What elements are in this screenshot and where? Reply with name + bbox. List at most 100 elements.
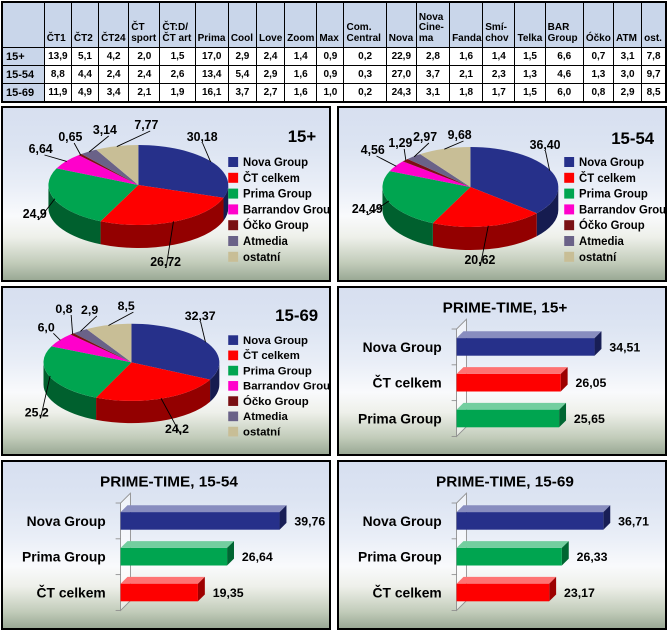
panel-bar-primetime-15-69: PRIME-TIME, 15-69 36,71 Nova Group 26,33 Pri… <box>337 460 667 630</box>
value-cell: 8,8 <box>43 65 72 84</box>
value-cell: 3,1 <box>415 83 451 103</box>
pie-slice-wall <box>382 187 433 247</box>
legend-swatch <box>228 236 239 246</box>
leader-line <box>40 375 51 419</box>
value-cell: 0,2 <box>343 47 387 66</box>
pie-slice-label: 32,37 <box>185 309 216 323</box>
pie-slice-label: 1,29 <box>388 136 412 150</box>
legend-label: ČT celkem <box>243 172 300 185</box>
column-header: ČT1 <box>43 1 72 48</box>
value-cell: 1,5 <box>514 83 546 103</box>
value-cell: 1,8 <box>449 83 484 103</box>
leader-line <box>88 135 109 153</box>
value-cell: 3,4 <box>98 83 130 103</box>
pie-slice-wall <box>210 362 220 402</box>
column-header: ČT24 <box>98 1 130 48</box>
value-cell: 1,6 <box>449 47 484 66</box>
legend-label: ostatní <box>243 427 281 439</box>
bar <box>456 373 561 392</box>
bar-category-label: ČT celkem <box>373 374 442 391</box>
pie-slice-label: 24,2 <box>165 422 189 436</box>
pie-chart-svg: 36,40 20,62 24,49 4,56 1,29 2,97 9,68 15-54 Nova… <box>352 128 665 267</box>
value-cell: 0,9 <box>316 47 345 66</box>
value-cell: 13,4 <box>194 65 229 84</box>
legend-label: Atmedia <box>243 411 289 423</box>
pie-slice <box>78 154 139 185</box>
column-header: Smí- chov <box>482 1 516 48</box>
pie-slice-label: 30,18 <box>187 130 218 144</box>
value-cell: 2,3 <box>482 65 516 84</box>
panel-bar-primetime-15-54: PRIME-TIME, 15-54 39,76 Nova Group 26,64 Pri… <box>1 460 331 630</box>
legend-swatch <box>564 172 575 183</box>
value-cell: 0,3 <box>343 65 387 84</box>
chart-title: PRIME-TIME, 15-69 <box>436 473 574 490</box>
pie-slice-label: 9,68 <box>448 128 472 142</box>
legend-label: ČT celkem <box>579 172 636 185</box>
pie-chart-svg: 32,37 24,2 25,2 6,00,8 2,9 8,5 15-69 Nova Group… <box>25 299 329 439</box>
chart-title: PRIME-TIME, 15+ <box>443 299 568 316</box>
value-cell: 3,7 <box>415 65 451 84</box>
value-cell: 6,0 <box>544 83 584 103</box>
bar-value-label: 23,17 <box>564 586 595 600</box>
value-cell: 1,3 <box>514 65 546 84</box>
column-header: Telka <box>514 1 546 48</box>
column-header: Prima <box>194 1 229 48</box>
pie-slice <box>43 346 132 398</box>
leader-line <box>160 398 182 435</box>
value-cell: 22,9 <box>385 47 417 66</box>
pie-slice <box>432 187 537 227</box>
pie-chart-svg: 30,18 26,72 24,9 6,64 0,65 3,14 7,77 15+ Nova Gr… <box>23 118 329 269</box>
legend-label: Óčko Group <box>579 219 645 232</box>
bar <box>456 512 604 530</box>
value-cell: 4,9 <box>70 83 100 103</box>
pie-slice <box>48 168 139 222</box>
panel-bar-primetime-15plus: PRIME-TIME, 15+ 34,51 Nova Group 26,05 ČT ce… <box>337 286 667 456</box>
pie-slice-label: 26,72 <box>150 255 181 269</box>
bar <box>456 547 562 566</box>
bar <box>120 547 228 566</box>
bar-top-face <box>120 505 287 513</box>
leader-line <box>202 142 212 163</box>
column-header: Love <box>255 1 286 48</box>
panel-pie-15-54: 36,40 20,62 24,49 4,56 1,29 2,97 9,68 15-54 Nova… <box>337 106 667 282</box>
bar-chart-svg: PRIME-TIME, 15-54 39,76 Nova Group 26,64 Pri… <box>22 473 325 612</box>
legend-label: ČT celkem <box>243 349 300 362</box>
bar-value-label: 26,64 <box>242 550 273 564</box>
legend-swatch <box>228 204 239 215</box>
value-cell: 1,5 <box>514 47 546 66</box>
value-cell: 4,4 <box>70 65 100 84</box>
legend-swatch <box>564 204 575 215</box>
pie-slice-wall <box>536 187 559 237</box>
leader-line <box>545 150 551 171</box>
table-header-row: ČT1 ČT2 ČT24 ČT sport ČT:D/ ČT art Prima Cool L… <box>1 1 667 48</box>
row-label: 15+ <box>1 47 45 66</box>
legend-swatch <box>228 157 239 167</box>
value-cell: 1,4 <box>482 47 516 66</box>
pie-slice-wall <box>432 213 537 250</box>
value-cell: 3,1 <box>613 47 643 66</box>
value-cell: 9,7 <box>641 65 667 84</box>
bar-top-face <box>456 576 557 584</box>
pie-slice-label: 2,97 <box>413 130 437 144</box>
value-cell: 1,5 <box>159 47 196 66</box>
pie-slice-label: 20,62 <box>464 253 495 267</box>
legend-label: Barrandov Group <box>243 204 329 216</box>
value-cell: 2,9 <box>255 65 286 84</box>
leader-line <box>38 198 56 221</box>
column-header: ATM <box>613 1 643 48</box>
value-cell: 1,9 <box>159 83 196 103</box>
pie-slice <box>420 147 471 187</box>
legend-label: ostatní <box>243 252 281 264</box>
row-label: 15-69 <box>1 83 45 103</box>
bar-category-label: Prima Group <box>22 550 106 565</box>
value-cell: 5,1 <box>70 47 100 66</box>
legend-swatch <box>228 381 239 391</box>
pie-slice-label: 24,49 <box>352 202 383 216</box>
value-cell: 2,9 <box>227 47 257 66</box>
leader-line <box>367 200 390 216</box>
value-cell: 2,4 <box>98 65 130 84</box>
bar-top-face <box>456 402 567 410</box>
bar-chart-svg: PRIME-TIME, 15-69 36,71 Nova Group 26,33 Pri… <box>358 473 649 612</box>
column-header: Óčko <box>582 1 615 48</box>
